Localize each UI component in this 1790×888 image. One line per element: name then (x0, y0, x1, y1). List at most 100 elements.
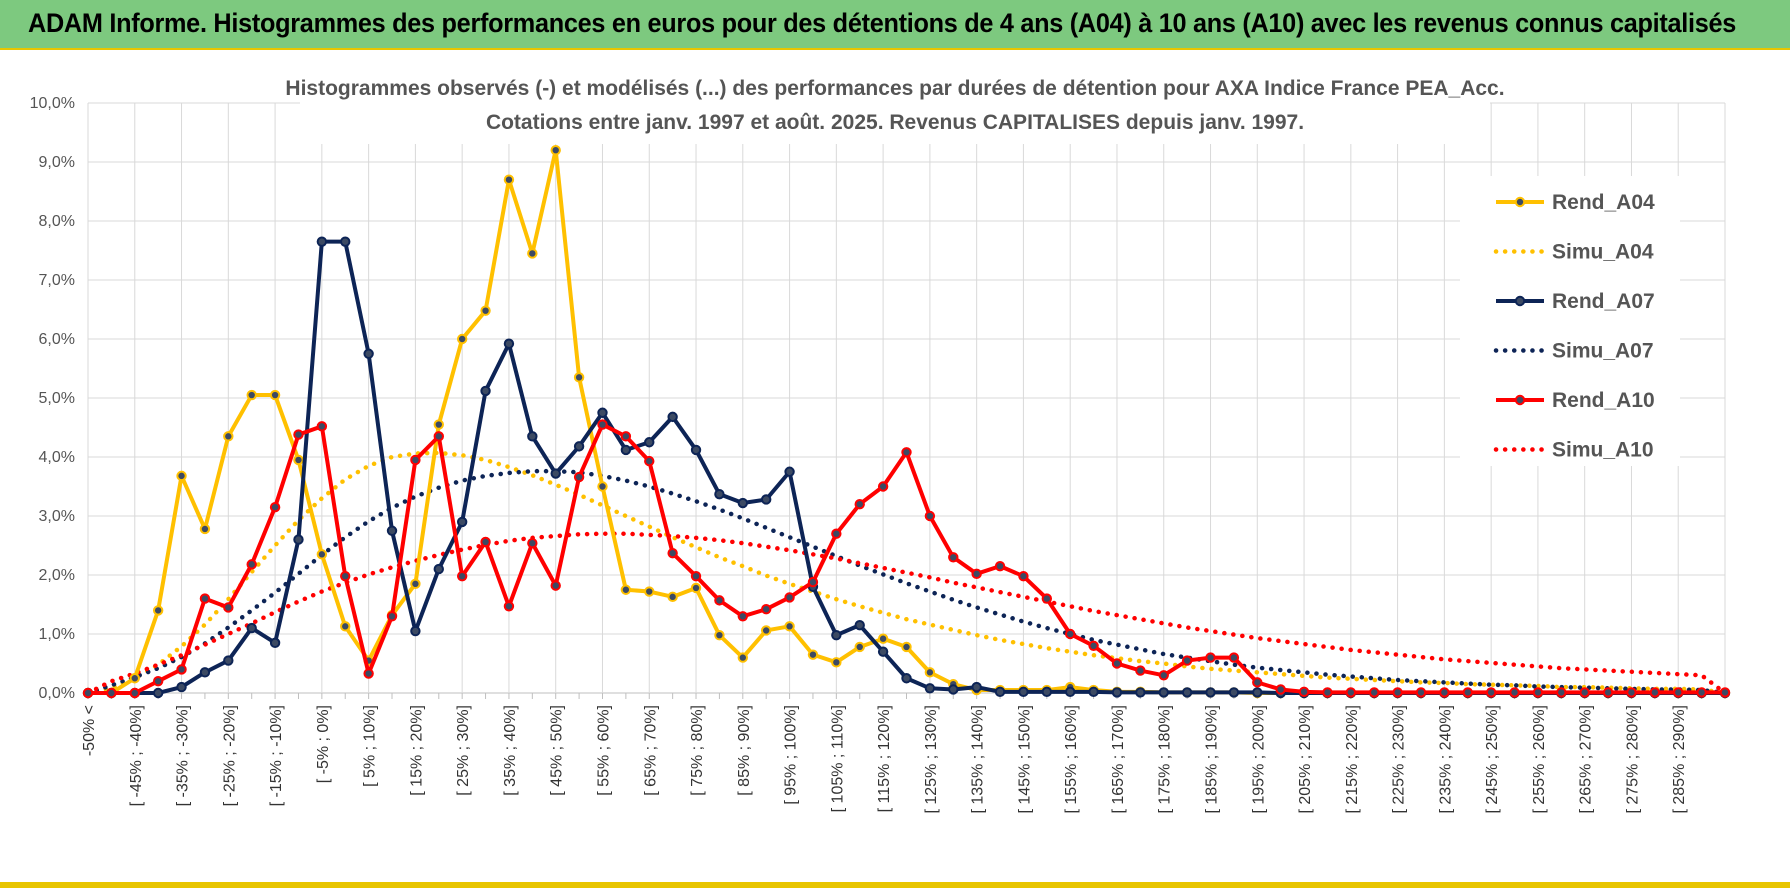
series-point-rend_a07 (737, 497, 748, 509)
series-point-rend_a04 (784, 621, 795, 632)
series-point-rend_a07 (223, 655, 234, 666)
histogram-chart: 0,0% 1,0% 2,0% 3,0% 4,0% 5,0% 6,0% 7,0% 8,0% 9,0%… (0, 50, 1790, 888)
series-point-rend_a04 (199, 523, 211, 535)
series-point-rend_a07 (854, 619, 865, 631)
y-tick-label: 3,0% (39, 508, 75, 525)
report-title: ADAM Informe. Histogrammes des performan… (28, 8, 1736, 38)
chart-series (82, 145, 1731, 699)
series-point-rend_a04 (269, 389, 281, 401)
series-point-rend_a10 (1602, 687, 1614, 698)
series-point-rend_a07 (901, 673, 912, 684)
series-point-rend_a04 (316, 549, 328, 560)
series-point-rend_a04 (246, 389, 257, 401)
series-point-rend_a10 (1298, 686, 1310, 698)
series-point-rend_a10 (1158, 670, 1169, 681)
x-tick-label: [ 5% ; 10%] (362, 705, 379, 787)
y-tick-label: 6,0% (39, 331, 75, 348)
series-point-rend_a07 (386, 525, 398, 536)
series-point-rend_a10 (1252, 677, 1263, 688)
series-point-rend_a10 (971, 568, 982, 580)
series-point-rend_a04 (223, 431, 234, 442)
x-tick-label: [ 165% ; 170%] (1110, 705, 1127, 814)
x-tick-label: [ 285% ; 290%] (1671, 705, 1688, 814)
chart-title-line-1: Histogrammes observés (-) et modélisés (… (285, 77, 1504, 100)
series-point-rend_a07 (1158, 687, 1169, 698)
series-point-rend_a07 (924, 683, 936, 694)
series-point-rend_a10 (948, 552, 959, 563)
series-point-rend_a10 (1439, 687, 1450, 698)
series-point-rend_a04 (456, 333, 468, 345)
series-point-rend_a10 (1485, 687, 1497, 698)
series-point-rend_a10 (597, 419, 608, 430)
series-point-rend_a07 (644, 437, 655, 448)
series-point-rend_a04 (714, 629, 725, 641)
series-point-rend_a07 (293, 534, 304, 545)
x-tick-label: [ 235% ; 240%] (1437, 705, 1454, 814)
series-point-rend_a04 (433, 419, 444, 430)
x-tick-label: [ 215% ; 220%] (1344, 705, 1361, 814)
series-point-rend_a07 (573, 441, 585, 452)
series-point-rend_a10 (760, 604, 772, 615)
series-point-rend_a10 (1673, 687, 1684, 698)
series-point-rend_a10 (223, 602, 234, 613)
x-tick-label: [ 115% ; 120%] (876, 705, 893, 812)
y-axis: 0,0% 1,0% 2,0% 3,0% 4,0% 5,0% 6,0% 7,0% 8,0% 9,0%… (30, 95, 75, 702)
series-point-rend_a10 (854, 499, 865, 510)
y-tick-label: 7,0% (39, 272, 75, 289)
series-point-rend_a10 (550, 580, 561, 591)
series-point-rend_a04 (737, 652, 748, 663)
series-point-rend_a10 (246, 559, 257, 570)
series-point-rend_a10 (1369, 687, 1380, 698)
series-point-rend_a10 (807, 576, 819, 588)
series-point-rend_a10 (293, 429, 304, 440)
series-point-rend_a07 (1205, 687, 1216, 698)
series-point-rend_a10 (1696, 687, 1707, 698)
series-point-rend_a10 (527, 537, 538, 549)
x-axis: -50% < [ -45% ; -40%] [ -35% ; -30%] [ -25%… (81, 705, 1688, 814)
x-tick-label: [ 185% ; 190%] (1204, 705, 1221, 814)
x-tick-label: [ 15% ; 20%] (408, 705, 425, 796)
series-point-rend_a07 (410, 625, 421, 637)
y-tick-label: 2,0% (39, 567, 75, 584)
series-point-rend_a10 (176, 664, 187, 675)
legend-label-rend_a10: Rend_A10 (1552, 389, 1655, 412)
series-point-rend_a10 (340, 570, 351, 582)
series-point-rend_a07 (620, 444, 632, 456)
x-tick-label: [ 155% ; 160%] (1063, 705, 1080, 814)
series-point-rend_a04 (129, 673, 140, 684)
series-point-rend_a07 (831, 629, 842, 641)
series-point-rend_a10 (1135, 665, 1146, 676)
x-tick-label: [ 195% ; 200%] (1250, 705, 1267, 814)
legend-marker (1514, 394, 1526, 406)
series-point-rend_a10 (199, 593, 211, 604)
series-point-rend_a07 (690, 444, 702, 456)
series-point-rend_a07 (527, 431, 538, 442)
series-point-rend_a10 (1041, 593, 1053, 604)
x-tick-label: [ 25% ; 30%] (455, 705, 472, 796)
series-point-rend_a04 (573, 372, 585, 383)
series-point-rend_a10 (877, 481, 889, 492)
x-tick-label: [ 245% ; 250%] (1484, 705, 1501, 814)
y-tick-label: 10,0% (30, 95, 75, 112)
series-point-rend_a07 (340, 236, 351, 247)
series-point-rend_a10 (573, 471, 585, 483)
series-point-rend_a04 (293, 454, 304, 466)
x-tick-label: [ 75% ; 80%] (689, 705, 706, 796)
series-point-rend_a04 (807, 649, 819, 660)
series-point-rend_a07 (948, 684, 959, 695)
series-point-rend_a10 (644, 455, 655, 467)
series-point-rend_a04 (410, 578, 421, 590)
series-point-rend_a10 (410, 454, 421, 466)
chart-title: Histogrammes observés (-) et modélisés (… (285, 64, 1505, 144)
y-tick-label: 5,0% (39, 390, 75, 407)
x-tick-label: [ -15% ; -10%] (268, 705, 285, 806)
series-point-rend_a10 (1275, 684, 1286, 695)
series-point-rend_a07 (971, 681, 982, 693)
x-tick-label: [ 125% ; 130%] (923, 705, 940, 814)
series-point-rend_a07 (1018, 686, 1029, 698)
legend-label-rend_a07: Rend_A07 (1552, 290, 1655, 313)
series-point-rend_a10 (82, 687, 94, 699)
series-point-rend_a10 (1462, 687, 1473, 698)
series-line-simu_a04 (85, 450, 1728, 696)
series-point-rend_a10 (1509, 687, 1520, 698)
